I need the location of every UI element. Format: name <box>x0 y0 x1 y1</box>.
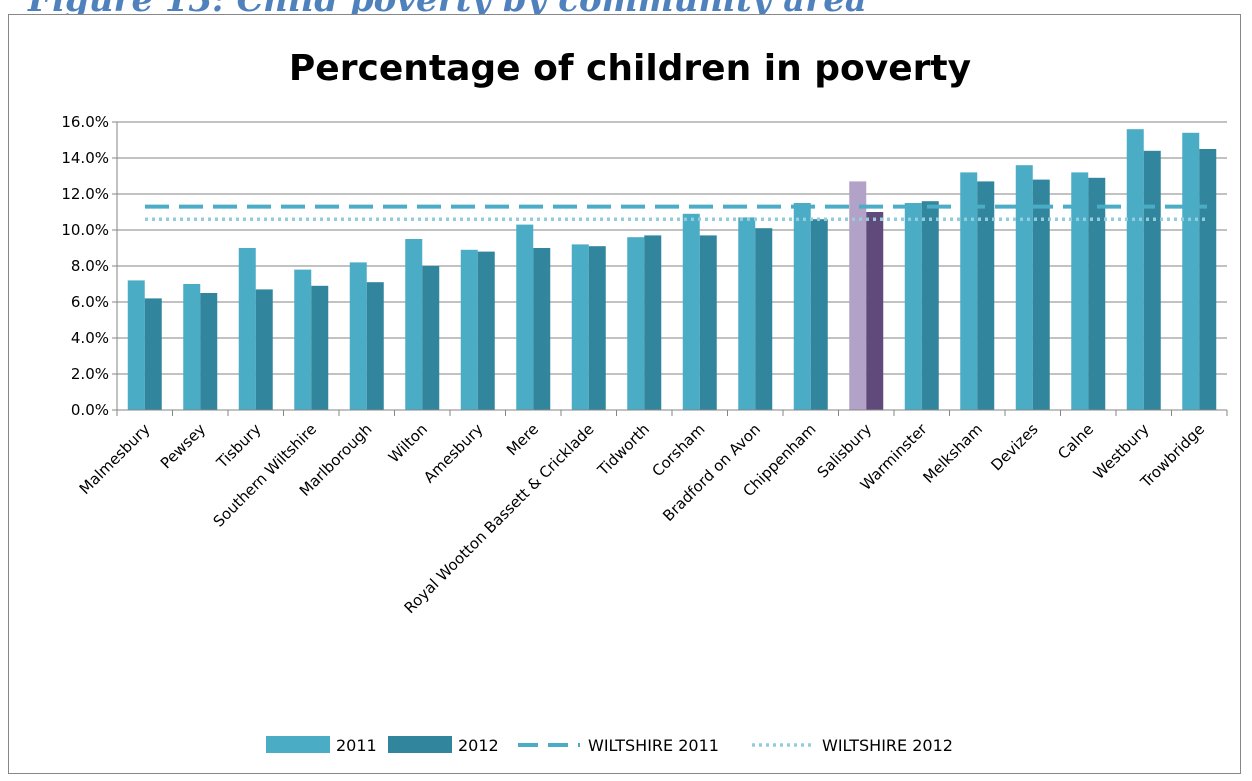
x-category-label: Melksham <box>919 420 986 487</box>
bar-2012 <box>422 266 440 410</box>
bar-2012 <box>921 201 939 410</box>
bar-2012 <box>1199 149 1217 410</box>
bar-2011 <box>183 284 201 410</box>
bar-2011 <box>1182 132 1200 411</box>
y-tick-label: 6.0% <box>71 293 109 311</box>
bar-2011 <box>516 224 534 410</box>
x-category-label: Southern Wiltshire <box>210 420 321 531</box>
x-category-label: Pewsey <box>157 420 209 472</box>
y-tick-label: 8.0% <box>71 257 109 275</box>
x-category-label: Wilton <box>385 420 431 466</box>
x-category-label: Tisbury <box>212 420 264 472</box>
legend-swatch <box>388 736 452 753</box>
bar-2011 <box>127 280 145 410</box>
legend-swatch <box>266 736 330 753</box>
y-tick-label: 10.0% <box>61 221 109 239</box>
x-category-label: Amesbury <box>420 420 487 487</box>
bar-2012 <box>588 246 606 410</box>
bar-2011 <box>405 239 423 410</box>
bar-2011 <box>904 203 922 410</box>
bar-2011 <box>849 181 867 410</box>
bar-2011 <box>460 249 478 410</box>
y-tick-label: 14.0% <box>61 149 109 167</box>
bar-2011 <box>1126 129 1144 410</box>
x-category-label: Malmesbury <box>76 420 154 498</box>
bars <box>127 129 1217 411</box>
legend-label: 2012 <box>458 736 499 755</box>
y-tick-label: 4.0% <box>71 329 109 347</box>
bar-2012 <box>977 181 995 410</box>
x-category-label: Calne <box>1054 420 1097 463</box>
y-axis-ticks: 0.0% 2.0% 4.0% 6.0% 8.0% 10.0% 12.0% 14.0% 16.0% <box>61 113 117 419</box>
x-category-label: Devizes <box>987 420 1041 474</box>
x-category-label: Tidworth <box>593 420 653 480</box>
y-tick-label: 16.0% <box>61 113 109 131</box>
bar-2011 <box>738 217 756 410</box>
bar-2012 <box>755 228 773 410</box>
legend-label: WILTSHIRE 2012 <box>822 736 953 755</box>
axes <box>116 122 1228 416</box>
bar-2011 <box>960 172 978 410</box>
legend-label: WILTSHIRE 2011 <box>588 736 719 755</box>
chart-title: Percentage of children in poverty <box>289 48 971 89</box>
legend-label: 2011 <box>336 736 377 755</box>
bar-2012 <box>866 212 884 410</box>
x-category-label: Bradford on Avon <box>659 420 764 525</box>
y-tick-label: 2.0% <box>71 365 109 383</box>
bar-2011 <box>793 203 811 410</box>
gridlines <box>117 121 1227 411</box>
x-category-label: Mere <box>503 420 542 459</box>
bar-2011 <box>349 262 367 410</box>
bar-2012 <box>644 235 662 410</box>
bar-2012 <box>1143 150 1161 411</box>
bar-2011 <box>1071 172 1089 410</box>
bar-2011 <box>682 213 700 410</box>
bar-2012 <box>200 293 218 410</box>
bar-2011 <box>238 248 256 410</box>
bar-2012 <box>366 282 384 410</box>
bar-2011 <box>294 269 312 410</box>
x-category-label: Royal Wootton Bassett & Cricklade <box>401 420 598 617</box>
bar-2011 <box>627 237 645 410</box>
bar-2012 <box>477 251 495 410</box>
bar-2012 <box>311 285 329 410</box>
legend: 2011 2012 WILTSHIRE 2011 WILTSHIRE 2012 <box>266 736 953 755</box>
bar-2012 <box>810 219 828 410</box>
bar-2012 <box>699 235 717 410</box>
bar-2012 <box>255 289 273 410</box>
bar-2011 <box>1015 165 1033 410</box>
y-tick-label: 0.0% <box>71 401 109 419</box>
bar-2012 <box>144 298 162 410</box>
y-tick-label: 12.0% <box>61 185 109 203</box>
reference-lines <box>145 204 1207 221</box>
bar-2012 <box>533 248 551 410</box>
bar-2012 <box>1032 179 1050 410</box>
bar-2012 <box>1088 177 1106 410</box>
bar-2011 <box>571 244 589 410</box>
